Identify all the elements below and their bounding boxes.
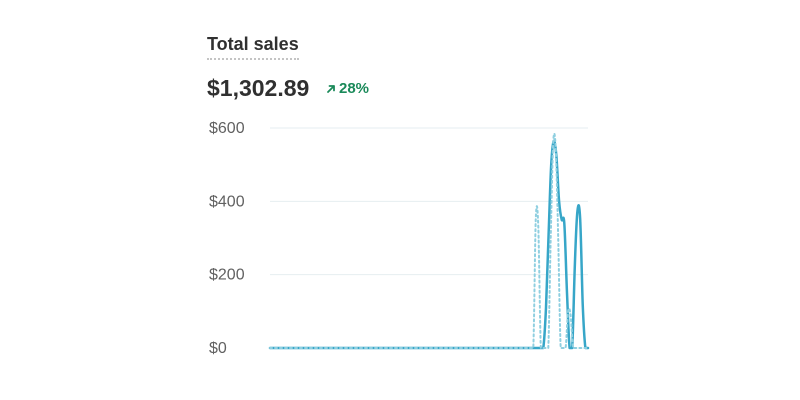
comparison-series-line xyxy=(269,132,589,349)
arrow-up-right-icon xyxy=(326,84,336,94)
change-badge: 28% xyxy=(326,80,369,97)
y-tick-label: $600 xyxy=(209,120,245,137)
total-sales-value: $1,302.89 xyxy=(207,75,310,101)
change-percent: 28% xyxy=(339,80,370,97)
y-tick-label: $200 xyxy=(209,267,245,284)
series-lines xyxy=(268,132,590,350)
y-axis-ticks: $0 $200 $400 $600 xyxy=(209,120,245,357)
gridlines xyxy=(270,127,588,276)
y-tick-label: $400 xyxy=(209,193,245,210)
y-tick-label: $0 xyxy=(209,340,227,357)
chart-title[interactable]: Total sales xyxy=(207,34,299,60)
